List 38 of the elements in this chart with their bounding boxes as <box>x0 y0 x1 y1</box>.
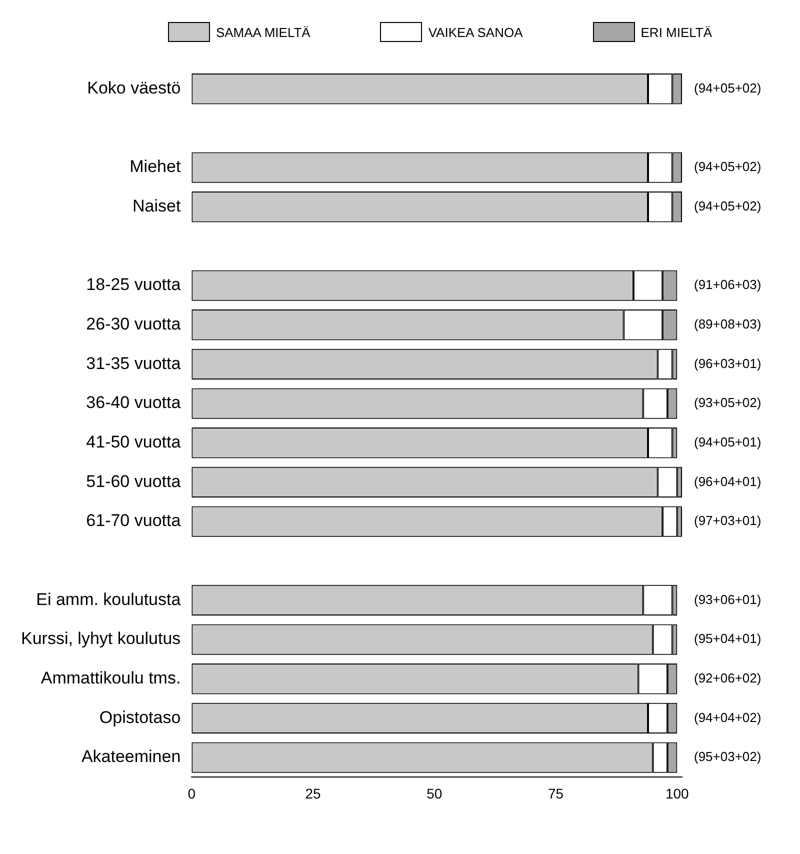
y-tick-label: Opistotaso <box>99 708 181 727</box>
total-label: (89+08+03) <box>694 316 762 332</box>
total-label: (94+04+02) <box>694 710 762 725</box>
x-tick-label: 100 <box>665 785 690 802</box>
total-label: (96+04+01) <box>694 474 762 489</box>
total-label: (94+05+02) <box>694 159 762 174</box>
y-tick-label: 18-25 vuotta <box>86 275 182 294</box>
x-tick-label: 50 <box>426 785 442 802</box>
x-tick-label: 75 <box>548 785 564 802</box>
legend-label: VAIKEA SANOA <box>428 24 523 40</box>
total-label: (93+05+02) <box>694 395 762 410</box>
total-label: (94+05+02) <box>694 198 762 214</box>
y-tick-label: 36-40 vuotta <box>86 393 182 412</box>
total-label: (94+05+01) <box>694 434 762 450</box>
total-label: (94+05+02) <box>694 80 762 96</box>
y-tick-label: 31-35 vuotta <box>86 354 182 373</box>
y-tick-label: Ammattikoulu tms. <box>40 668 181 688</box>
total-label: (95+04+01) <box>694 631 762 646</box>
y-tick-label: 61-70 vuotta <box>86 511 182 530</box>
x-tick-label: 25 <box>305 785 322 802</box>
y-tick-label: Miehet <box>130 157 181 176</box>
y-tick-label: Akateeminen <box>81 747 181 766</box>
y-tick-label: 26-30 vuotta <box>86 314 182 334</box>
y-tick-label: 41-50 vuotta <box>86 432 182 452</box>
total-label: (91+06+03) <box>694 277 762 292</box>
total-label: (92+06+02) <box>694 670 762 686</box>
legend-label: ERI MIELTÄ <box>640 24 712 40</box>
y-tick-label: 51-60 vuotta <box>86 472 182 491</box>
total-label: (93+06+01) <box>694 592 762 607</box>
x-tick-label: 0 <box>188 785 196 802</box>
y-tick-label: Kurssi, lyhyt koulutus <box>20 629 181 648</box>
y-tick-label: Ei amm. koulutusta <box>36 590 182 609</box>
y-tick-label: Koko väestö <box>87 78 181 98</box>
text: SAMAA MIELTÄ <box>216 24 310 40</box>
y-tick-label: Naiset <box>132 196 181 216</box>
total-label: (96+03+01) <box>694 356 762 371</box>
total-label: (97+03+01) <box>694 513 762 528</box>
total-label: (95+03+02) <box>694 749 762 764</box>
